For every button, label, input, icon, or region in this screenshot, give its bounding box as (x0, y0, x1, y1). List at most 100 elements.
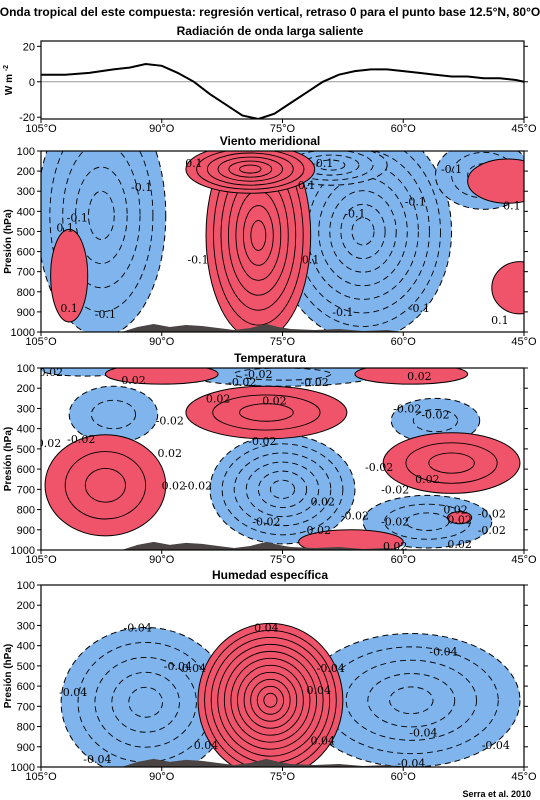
pos-anomaly-region (185, 151, 316, 194)
contour-label: 0.1 (185, 157, 203, 170)
y-tick-label: 20 (23, 41, 35, 53)
panel-title: Humedad específica (212, 568, 328, 582)
contour-label: 0.02 (262, 394, 287, 407)
neg-anomaly-region (68, 385, 159, 444)
contour-line (228, 160, 273, 178)
contour-label: -0.02 (248, 435, 276, 448)
y-axis-label: Presión (hPa) (3, 644, 14, 708)
x-tick-label: 90°O (149, 123, 175, 135)
contour-line (230, 657, 311, 743)
contour-line (64, 451, 147, 520)
pos-anomaly-region (185, 385, 348, 440)
x-tick-label: 75°O (270, 123, 296, 135)
contour-line (128, 686, 164, 718)
pos-anomaly-region (382, 432, 521, 494)
plot-area: -0.04-0.040.04-0.04-0.040.040.04-0.040.0… (59, 621, 521, 767)
pos-anomaly-region (104, 368, 219, 385)
contour-label: 0.02 (158, 447, 183, 460)
contour-label: -0.04 (409, 727, 437, 740)
contour-label: -0.02 (184, 479, 212, 492)
contour-label: -0.04 (317, 662, 345, 675)
contour-label: -0.1 (344, 207, 365, 220)
contour-label: 0.02 (447, 514, 472, 527)
plot-area: -0.020.02 -0.02-0.02 -0.02 0.020.02-0.02-0.… (35, 366, 521, 553)
y-tick-label: 900 (17, 525, 35, 537)
contour-label: -0.04 (123, 621, 151, 634)
contour-label: 0.02 (37, 437, 62, 450)
y-tick-label: 800 (17, 722, 35, 734)
y-tick-label: 1000 (11, 327, 35, 339)
contour-line (242, 205, 274, 266)
panel-1: Radiación de onda larga saliente W m -2 20… (3, 24, 537, 135)
contour-label: 0.1 (56, 221, 74, 234)
y-axis-label-sup: -2 (3, 65, 10, 71)
contour-line (405, 512, 450, 531)
contour-label: -0.04 (59, 686, 87, 699)
y-tick-label: 900 (17, 307, 35, 319)
topography (105, 324, 404, 332)
contour-line (405, 442, 498, 484)
x-tick-label: 105°O (25, 336, 57, 348)
figure-title: Onda tropical del este compuesta: regres… (0, 5, 540, 19)
contour-line (204, 629, 337, 767)
contour-label: -0.1 (67, 211, 88, 224)
contour-line (233, 368, 332, 381)
contour-label: 0.02 (306, 524, 331, 537)
x-tick-label: 45°O (511, 336, 537, 348)
contour-label: -0.1 (312, 157, 333, 170)
contour-line (256, 685, 285, 715)
x-tick-label: 45°O (511, 123, 537, 135)
x-tick-label: 90°O (149, 771, 175, 783)
contour-label: -0.02 (393, 402, 421, 415)
neg-anomaly-region (302, 633, 521, 767)
contour-label: 0.04 (254, 621, 279, 634)
y-tick-label: 700 (17, 484, 35, 496)
contour-label: 0.04 (194, 739, 219, 752)
contour-line (428, 452, 475, 474)
contour-label: -0.1 (332, 306, 353, 319)
contour-line (239, 164, 262, 174)
credit-text: Serra et al. 2010 (462, 789, 531, 799)
contour-line (221, 443, 344, 536)
contour-line (250, 678, 291, 722)
contour-line (250, 220, 267, 251)
contour-line (389, 686, 434, 715)
y-tick-label: 200 (17, 383, 35, 395)
y-tick-label: 1000 (11, 762, 35, 774)
y-tick-label: 100 (17, 580, 35, 592)
x-tick-label: 105°O (25, 771, 57, 783)
contour-line (239, 403, 294, 422)
contour-label: 0.1 (491, 314, 509, 327)
contour-line (213, 151, 304, 326)
x-tick-label: 60°O (391, 123, 417, 135)
contour-line (84, 467, 126, 503)
plot-area (41, 62, 524, 119)
contour-label: 0.02 (407, 370, 432, 383)
y-tick-label: 100 (17, 146, 35, 158)
contour-label: -0.02 (35, 366, 63, 379)
y-tick-label: 300 (17, 186, 35, 198)
contour-line (217, 643, 324, 757)
contour-line (243, 671, 298, 729)
x-tick-label: 75°O (270, 771, 296, 783)
topography (105, 541, 404, 550)
pos-anomaly-region (205, 151, 312, 332)
pos-anomaly-region (467, 158, 524, 204)
x-tick-label: 75°O (270, 554, 296, 566)
contour-line (329, 190, 397, 273)
contour-line (90, 399, 137, 430)
contour-label: 0.1 (503, 199, 521, 212)
contour-label: 0.1 (298, 179, 316, 192)
contour-label: 0.02 (443, 504, 468, 517)
contour-line (245, 461, 320, 518)
y-tick-label: 600 (17, 681, 35, 693)
contour-line (62, 151, 141, 289)
contour-label: 0.02 (206, 392, 231, 405)
panel-4: Humedad específica -0.04 -0.04 0.04 -0.04 -0.… (3, 568, 537, 783)
y-axis-label: W m -2 (3, 65, 15, 95)
contour-label: 0.02 (162, 479, 187, 492)
contour-label: -0.02 (365, 461, 393, 474)
contour-label: -0.04 (83, 753, 111, 766)
contour-label: 0.02 (383, 540, 408, 553)
contour-label: -0.02 (228, 376, 256, 389)
